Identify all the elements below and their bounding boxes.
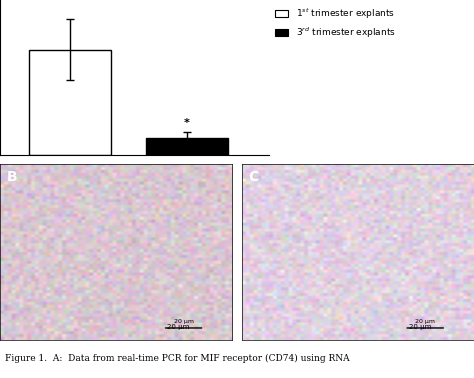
Text: B: B (7, 170, 18, 184)
Text: 20 μm: 20 μm (173, 319, 193, 324)
Text: 20 μm: 20 μm (409, 324, 431, 330)
Text: *: * (184, 118, 190, 129)
Legend: 1$^{st}$ trimester explants, 3$^{rd}$ trimester explants: 1$^{st}$ trimester explants, 3$^{rd}$ tr… (273, 5, 397, 42)
Bar (146, 138, 228, 155)
Bar (29, 50, 111, 155)
Text: 20 μm: 20 μm (415, 319, 435, 324)
Text: C: C (249, 170, 259, 184)
Text: Figure 1.  A:  Data from real-time PCR for MIF receptor (CD74) using RNA: Figure 1. A: Data from real-time PCR for… (5, 354, 349, 363)
Text: 20 μm: 20 μm (167, 324, 190, 330)
